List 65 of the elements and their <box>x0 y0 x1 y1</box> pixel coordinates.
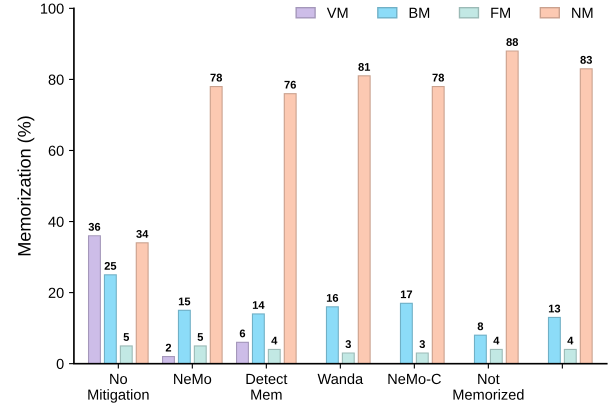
legend-label: BM <box>410 8 430 18</box>
data-label: 5 <box>124 333 130 341</box>
data-label: 34 <box>136 230 148 238</box>
data-label: 36 <box>88 222 100 231</box>
bar <box>416 352 429 364</box>
bar <box>506 50 519 364</box>
bar <box>400 302 413 364</box>
data-label: 4 <box>567 336 574 344</box>
bar <box>284 93 297 364</box>
bar <box>236 342 249 364</box>
bar <box>120 345 133 364</box>
y-tick-label: 60 <box>48 146 64 156</box>
data-label: 2 <box>166 344 172 352</box>
bar <box>178 310 191 364</box>
bar <box>474 334 487 364</box>
bar <box>358 75 371 364</box>
bar <box>194 345 207 364</box>
bar <box>548 316 561 364</box>
data-label: 13 <box>548 304 560 313</box>
legend-label: VM <box>326 8 348 18</box>
y-tick-label: 80 <box>48 74 64 85</box>
x-tick-label: NeMo-C <box>388 374 441 384</box>
bar <box>104 274 117 364</box>
legend-label: NM <box>572 8 592 18</box>
bar <box>432 86 445 364</box>
x-tick-label: Wanda <box>318 373 364 384</box>
data-label: 83 <box>580 56 592 64</box>
y-axis-title: Memorization (%) <box>17 116 34 256</box>
data-label: 3 <box>419 340 425 348</box>
y-tick-label: 0 <box>56 358 64 370</box>
data-label: 4 <box>271 336 278 344</box>
x-tick-label: No Mitigation <box>88 374 149 403</box>
bar <box>136 242 149 364</box>
data-label: 15 <box>178 298 190 306</box>
data-label: 88 <box>506 38 518 46</box>
y-tick-label: 20 <box>48 288 64 298</box>
bar <box>580 68 593 364</box>
bar <box>326 306 339 364</box>
data-label: 78 <box>210 74 222 82</box>
data-label: 4 <box>493 336 500 344</box>
bar <box>162 356 175 364</box>
data-label: 76 <box>284 80 296 89</box>
x-tick-label: Detect Mem <box>246 374 288 400</box>
bar <box>88 235 101 364</box>
data-label: 17 <box>400 290 412 298</box>
data-label: 78 <box>432 74 444 82</box>
bar <box>490 348 503 364</box>
bar <box>268 348 281 364</box>
data-label: 6 <box>240 330 246 338</box>
data-label: 81 <box>358 63 370 71</box>
data-label: 5 <box>198 333 204 341</box>
bar <box>210 86 223 364</box>
data-label: 14 <box>252 301 264 309</box>
data-label: 25 <box>104 262 116 270</box>
bar <box>342 352 355 364</box>
bar <box>252 313 265 364</box>
data-label: 8 <box>478 322 484 330</box>
bar <box>564 348 577 364</box>
data-label: 3 <box>345 340 351 348</box>
y-tick-label: 100 <box>40 3 64 14</box>
x-tick-label: NeMo <box>174 374 212 384</box>
data-label: 16 <box>326 294 338 302</box>
y-tick-label: 40 <box>48 216 64 227</box>
x-tick-label: Not Memorized <box>453 374 524 400</box>
legend-label: FM <box>491 8 510 18</box>
